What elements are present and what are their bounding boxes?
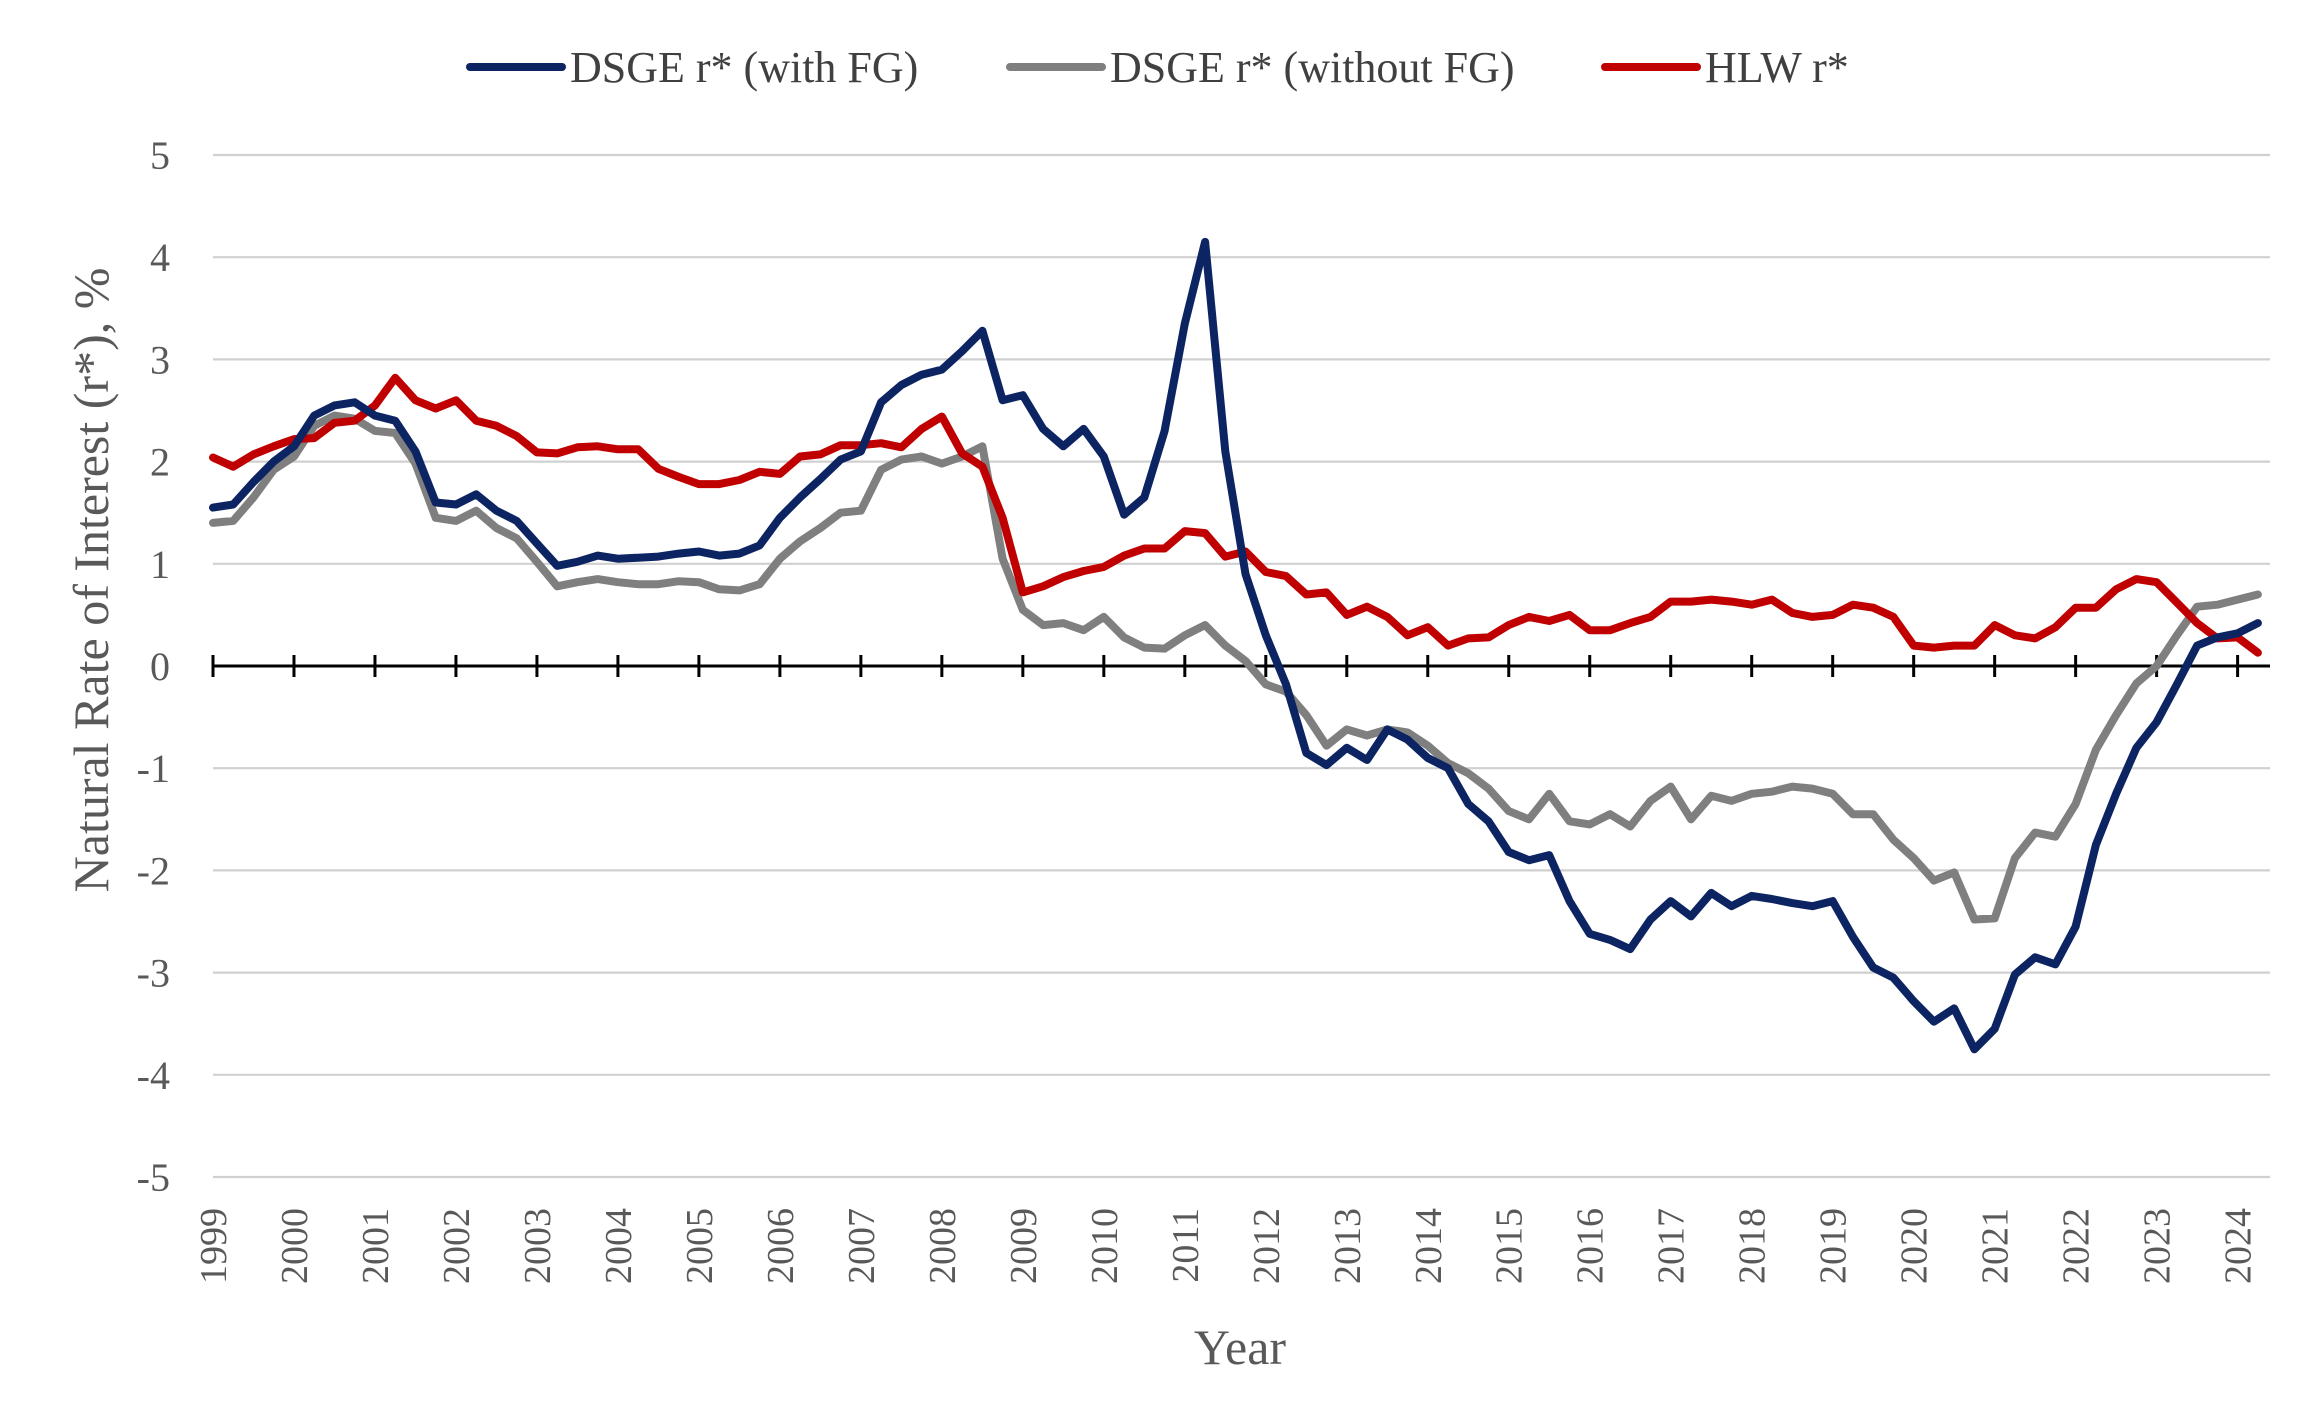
series-line-0 [209, 237, 2262, 1054]
x-tick-label: 2005 [679, 1208, 721, 1284]
x-tick-label: 2003 [517, 1208, 559, 1284]
y-axis-ticks: 5 4 3 2 1 0 -1 -2 -3 -4 -5 [137, 133, 170, 1200]
y-tick-label: -4 [137, 1053, 170, 1098]
legend: DSGE r* (with FG) DSGE r* (without FG) HLW… [466, 43, 1849, 92]
y-tick-label: -1 [137, 746, 170, 791]
x-tick-label: 2011 [1165, 1208, 1207, 1283]
series-line-1 [209, 411, 2262, 924]
x-tick-label: 2015 [1489, 1208, 1531, 1284]
x-tick-label: 2023 [2137, 1208, 2179, 1284]
x-tick-label: 2022 [2056, 1208, 2098, 1284]
y-tick-label: 4 [150, 235, 170, 280]
x-tick-label: 1999 [193, 1208, 235, 1284]
x-tick-label: 2007 [841, 1208, 883, 1284]
series-line-2 [209, 373, 2262, 657]
x-tick-label: 2006 [760, 1208, 802, 1284]
y-tick-label: 3 [150, 337, 170, 382]
x-tick-label: 2004 [598, 1208, 640, 1284]
x-tick-label: 2010 [1084, 1208, 1126, 1284]
series-lines [209, 237, 2262, 1054]
y-tick-label: 0 [150, 644, 170, 689]
x-tick-label: 2012 [1246, 1208, 1288, 1284]
x-tick-label: 2020 [1894, 1208, 1936, 1284]
x-tick-label: 2014 [1408, 1208, 1450, 1284]
y-tick-label: 1 [150, 542, 170, 587]
legend-label: DSGE r* (with FG) [570, 43, 918, 92]
x-tick-label: 2000 [274, 1208, 316, 1284]
y-tick-label: 2 [150, 440, 170, 485]
y-tick-label: -3 [137, 951, 170, 996]
x-tick-label: 2008 [922, 1208, 964, 1284]
legend-label: HLW r* [1705, 43, 1849, 92]
x-tick-label: 2024 [2218, 1208, 2260, 1284]
x-tick-label: 2019 [1813, 1208, 1855, 1284]
x-tick-label: 2001 [355, 1208, 397, 1284]
y-axis-title: Natural Rate of Interest (r*), % [63, 268, 119, 893]
x-tick-label: 2009 [1003, 1208, 1045, 1284]
x-tick-label: 2002 [436, 1208, 478, 1284]
x-tick-label: 2017 [1651, 1208, 1693, 1284]
x-axis [211, 655, 2270, 677]
x-axis-ticks: 1999 2000 2001 2002 2003 2004 2005 2006 2007 2008… [193, 1208, 2260, 1284]
x-axis-title: Year [1194, 1319, 1286, 1375]
y-tick-label: 5 [150, 133, 170, 178]
x-tick-label: 2018 [1732, 1208, 1774, 1284]
legend-label: DSGE r* (without FG) [1110, 43, 1515, 92]
y-tick-label: -5 [137, 1155, 170, 1200]
x-tick-label: 2021 [1975, 1208, 2017, 1284]
x-tick-label: 2016 [1570, 1208, 1612, 1284]
x-tick-label: 2013 [1327, 1208, 1369, 1284]
y-tick-label: -2 [137, 848, 170, 893]
